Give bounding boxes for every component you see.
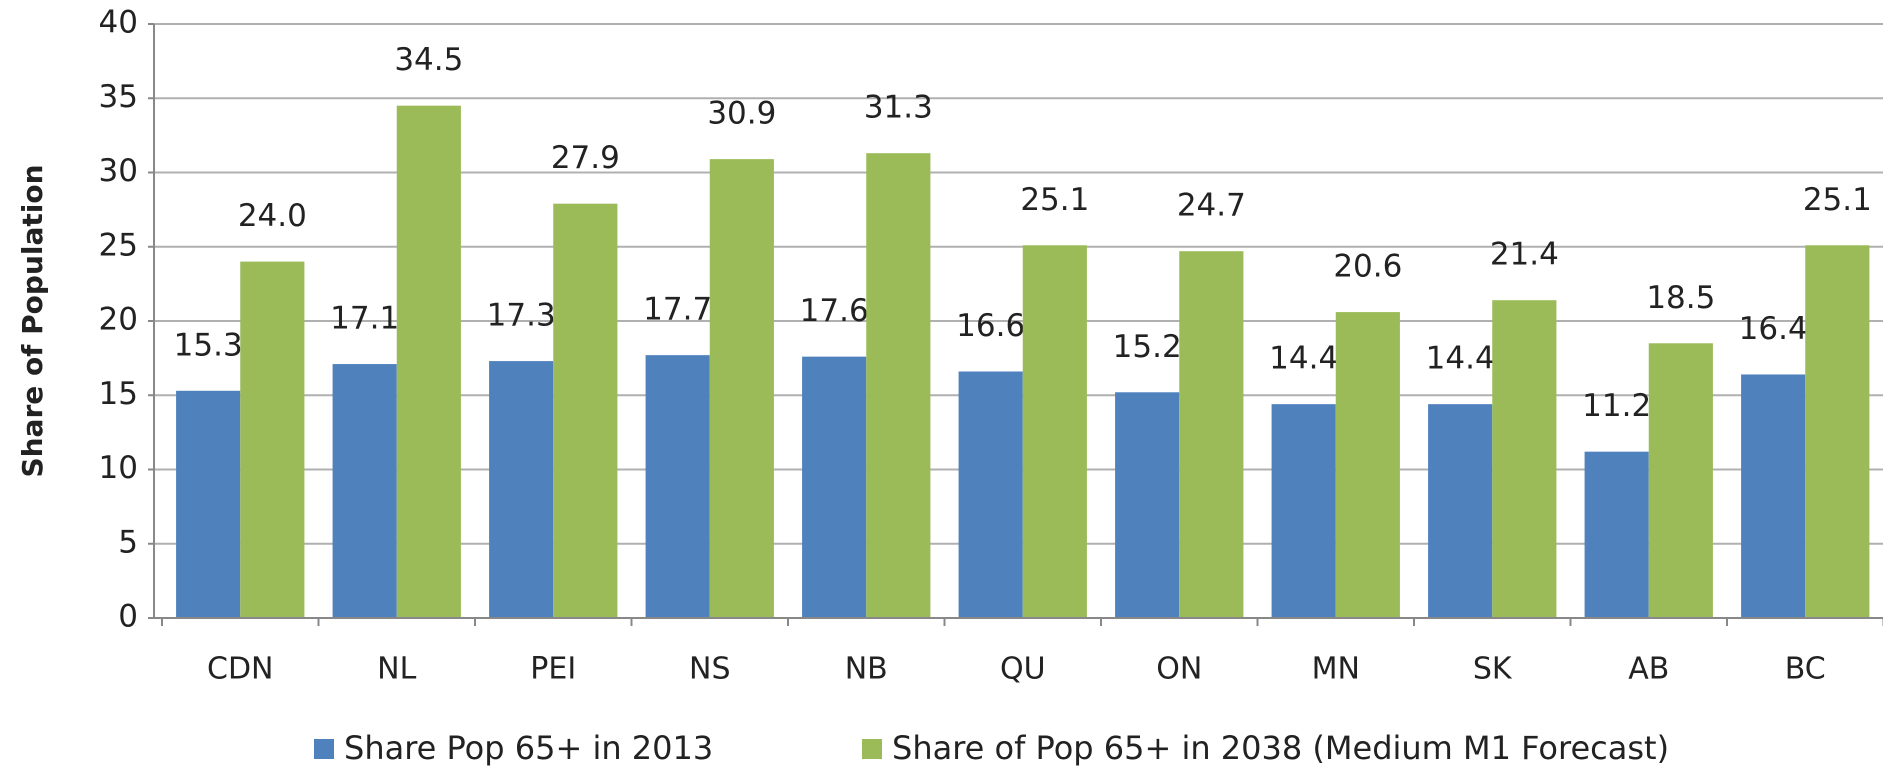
- x-tick-label: MN: [1312, 652, 1360, 687]
- x-tick-label: SK: [1473, 652, 1513, 687]
- value-label: 30.9: [707, 96, 776, 132]
- value-label: 18.5: [1646, 280, 1715, 316]
- bar: [1584, 451, 1649, 618]
- value-label: 34.5: [394, 42, 463, 78]
- bar: [958, 371, 1023, 618]
- x-tick-label: NB: [845, 652, 888, 687]
- y-tick-label: 0: [118, 599, 138, 635]
- x-tick-label: ON: [1156, 652, 1202, 687]
- value-label: 14.4: [1269, 341, 1338, 377]
- x-tick-label: CDN: [207, 652, 274, 687]
- value-label: 24.7: [1177, 188, 1246, 224]
- bar: [709, 159, 774, 618]
- y-axis-title: Share of Population: [16, 164, 49, 477]
- value-label: 17.3: [487, 298, 556, 334]
- y-tick-label: 35: [99, 79, 138, 115]
- bar: [553, 203, 618, 618]
- value-label: 31.3: [864, 90, 933, 126]
- value-label: 11.2: [1582, 388, 1651, 424]
- bar: [1492, 300, 1557, 618]
- value-label: 14.4: [1426, 341, 1495, 377]
- x-tick-label: BC: [1785, 652, 1826, 687]
- bar: [1335, 312, 1400, 618]
- x-tick-label: QU: [1000, 652, 1046, 687]
- y-tick-label: 10: [99, 450, 138, 486]
- x-tick-label: PEI: [530, 652, 576, 687]
- bar: [645, 355, 710, 618]
- bar: [1022, 245, 1087, 618]
- bar: [240, 261, 305, 618]
- bar: [396, 105, 461, 619]
- value-label: 16.6: [956, 308, 1025, 344]
- y-tick-label: 40: [99, 5, 138, 41]
- value-label: 25.1: [1803, 182, 1872, 218]
- bar: [802, 356, 867, 618]
- bar: [1741, 374, 1806, 618]
- value-label: 17.6: [800, 293, 869, 329]
- value-label: 17.1: [330, 301, 399, 337]
- value-label: 20.6: [1333, 249, 1402, 285]
- y-tick-label: 5: [118, 524, 138, 560]
- bar: [489, 361, 554, 618]
- value-label: 15.3: [174, 327, 243, 363]
- value-label: 27.9: [551, 140, 620, 176]
- y-tick-label: 25: [99, 227, 138, 263]
- y-tick-label: 20: [99, 302, 138, 338]
- legend-swatch: [862, 739, 882, 759]
- bar: [1271, 404, 1336, 618]
- bar: [1805, 245, 1870, 618]
- x-tick-label: NS: [689, 652, 730, 687]
- bar: [332, 364, 397, 618]
- bar: [176, 390, 241, 618]
- bar: [1648, 343, 1713, 618]
- value-label: 15.2: [1113, 329, 1182, 365]
- value-label: 25.1: [1020, 182, 1089, 218]
- y-tick-label: 30: [99, 153, 138, 189]
- value-label: 24.0: [238, 198, 307, 234]
- value-label: 17.7: [643, 292, 712, 328]
- x-tick-label: AB: [1628, 652, 1669, 687]
- x-tick-label: NL: [377, 652, 416, 687]
- bar: [1179, 251, 1244, 618]
- bar: [866, 153, 931, 618]
- y-tick-label: 15: [99, 376, 138, 412]
- legend-label: Share Pop 65+ in 2013: [344, 729, 713, 767]
- value-label: 16.4: [1739, 311, 1808, 347]
- bar: [1428, 404, 1493, 618]
- legend-swatch: [314, 739, 334, 759]
- value-label: 21.4: [1490, 237, 1559, 273]
- bar: [1115, 392, 1180, 618]
- legend-label: Share of Pop 65+ in 2038 (Medium M1 Fore…: [892, 729, 1669, 767]
